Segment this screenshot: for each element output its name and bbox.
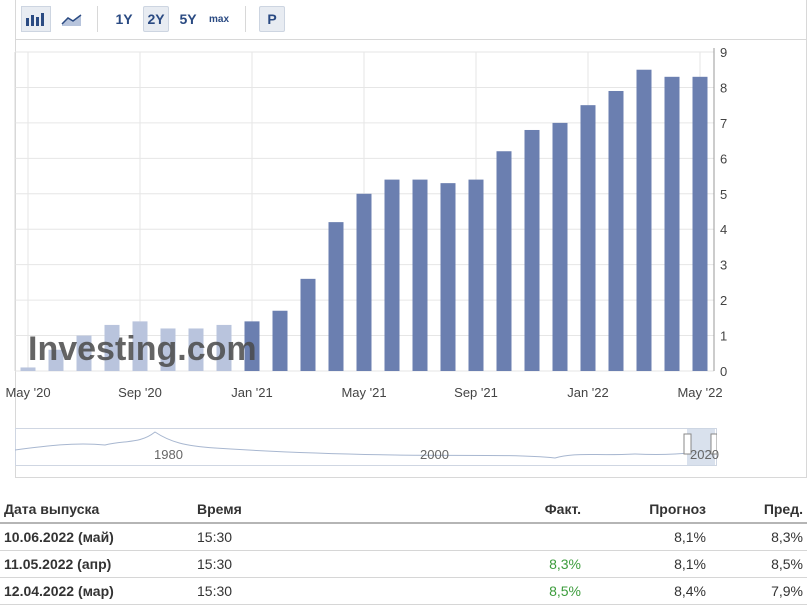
bar — [328, 222, 344, 371]
navigator-sparkline — [14, 428, 718, 466]
bar — [384, 179, 400, 371]
bar — [356, 193, 372, 371]
y-tick-label: 8 — [720, 80, 727, 95]
table-row: 11.05.2022 (апр) 15:30 8,3% 8,1% 8,5% — [0, 550, 807, 578]
navigator-label: 2020 — [690, 447, 719, 462]
bar — [496, 151, 512, 371]
y-tick-label: 9 — [720, 45, 727, 60]
y-tick-label: 0 — [720, 364, 727, 379]
cell-actual: 8,3% — [471, 550, 585, 578]
y-tick-label: 2 — [720, 293, 727, 308]
watermark-logo: Investing.com — [28, 330, 257, 368]
cell-previous: 8,3% — [710, 523, 807, 551]
chart-navigator[interactable]: 1980 2000 2020 — [14, 428, 719, 466]
bar — [244, 321, 260, 371]
range-5y-button[interactable]: 5Y — [179, 11, 197, 27]
x-tick-label: May '20 — [5, 385, 50, 400]
bar — [20, 367, 36, 371]
bar — [608, 90, 624, 371]
p-button[interactable]: P — [259, 6, 285, 32]
cell-actual — [471, 523, 585, 551]
bar — [552, 122, 568, 371]
range-2y-button[interactable]: 2Y — [143, 6, 169, 32]
bar — [524, 129, 540, 371]
header-time: Время — [193, 496, 471, 524]
y-tick-label: 6 — [720, 151, 727, 166]
cell-previous: 8,5% — [710, 550, 807, 578]
area-chart-icon — [61, 14, 82, 26]
releases-table: Дата выпуска Время Факт. Прогноз Пред. 1… — [0, 496, 807, 605]
bar — [636, 69, 652, 371]
header-previous: Пред. — [710, 496, 807, 524]
cell-date: 12.04.2022 (мар) — [0, 577, 193, 605]
x-tick-label: Jan '22 — [567, 385, 609, 400]
cell-previous: 7,9% — [710, 577, 807, 605]
bar — [216, 324, 232, 371]
y-tick-label: 4 — [720, 222, 727, 237]
x-tick-label: Jan '21 — [231, 385, 273, 400]
bar — [132, 321, 148, 371]
area-chart-button[interactable] — [57, 6, 87, 32]
bar — [300, 278, 316, 371]
navigator-label: 2000 — [420, 447, 449, 462]
bar — [76, 335, 92, 371]
bar — [412, 179, 428, 371]
bar-chart-button[interactable] — [21, 6, 51, 32]
y-tick-label: 7 — [720, 116, 727, 131]
cell-date: 10.06.2022 (май) — [0, 523, 193, 551]
x-tick-label: Sep '21 — [454, 385, 498, 400]
range-max-button[interactable]: max — [208, 13, 229, 25]
bar — [48, 349, 64, 371]
bar — [468, 179, 484, 371]
cell-actual: 8,5% — [471, 577, 585, 605]
y-tick-label: 1 — [720, 329, 727, 344]
y-tick-label: 5 — [720, 187, 727, 202]
bar — [440, 183, 456, 371]
toolbar-separator — [97, 6, 98, 32]
toolbar-separator — [245, 6, 246, 32]
header-forecast: Прогноз — [585, 496, 710, 524]
chart-toolbar: 1Y 2Y 5Y max P — [15, 0, 807, 40]
bar — [664, 76, 680, 372]
bar — [160, 328, 176, 371]
x-tick-label: Sep '20 — [118, 385, 162, 400]
table-header-row: Дата выпуска Время Факт. Прогноз Пред. — [0, 496, 807, 524]
bar — [692, 76, 708, 372]
cell-time: 15:30 — [193, 523, 471, 551]
cell-forecast: 8,1% — [585, 550, 710, 578]
bar — [104, 324, 120, 371]
navigator-label: 1980 — [154, 447, 183, 462]
cell-time: 15:30 — [193, 577, 471, 605]
cell-time: 15:30 — [193, 550, 471, 578]
cell-forecast: 8,4% — [585, 577, 710, 605]
x-tick-label: May '22 — [677, 385, 722, 400]
table-row: 10.06.2022 (май) 15:30 8,1% 8,3% — [0, 523, 807, 551]
y-tick-label: 3 — [720, 258, 727, 273]
cell-forecast: 8,1% — [585, 523, 710, 551]
header-actual: Факт. — [471, 496, 585, 524]
table-row: 12.04.2022 (мар) 15:30 8,5% 8,4% 7,9% — [0, 577, 807, 605]
bar-chart-icon — [26, 13, 44, 26]
x-tick-label: May '21 — [341, 385, 386, 400]
range-1y-button[interactable]: 1Y — [115, 11, 133, 27]
bar — [580, 105, 596, 372]
header-date: Дата выпуска — [0, 496, 193, 524]
bar — [272, 310, 288, 371]
bar — [188, 328, 204, 371]
cell-date: 11.05.2022 (апр) — [0, 550, 193, 578]
bar-chart: Investing.com 0 1 2 3 4 5 6 7 8 9 May '20 Sep '20 Jan… — [5, 45, 727, 400]
